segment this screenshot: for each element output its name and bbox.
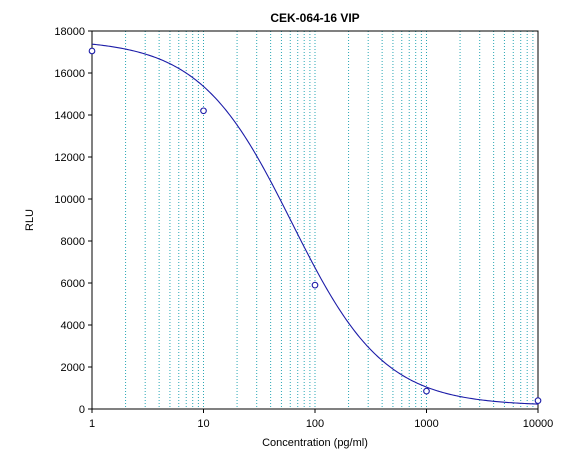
y-tick-label: 4000 [61,320,85,332]
data-point [200,107,207,115]
data-point [311,281,319,289]
y-tick-label: 6000 [61,278,85,290]
fit-curve [91,43,539,405]
x-tick-label: 1000 [414,418,438,430]
y-axis: 0 2000 4000 6000 8000 10000 12000 14000 16000 180… [54,26,92,416]
chart-title: CEK-064-16 VIP [270,11,359,25]
data-point [534,397,542,404]
x-axis: 1 10 100 1000 10000 [89,409,553,430]
x-tick-label: 100 [306,418,324,430]
y-tick-label: 14000 [54,110,85,122]
y-tick-label: 2000 [61,362,85,374]
y-tick-label: 8000 [61,236,85,248]
data-point [423,387,430,395]
y-tick-label: 18000 [54,26,85,38]
y-tick-label: 10000 [54,194,85,206]
y-tick-label: 0 [79,404,85,416]
x-axis-label: Concentration (pg/ml) [262,437,368,449]
data-points [88,47,542,404]
y-tick-label: 16000 [54,68,85,80]
x-tick-label: 10 [197,418,209,430]
x-tick-label: 1 [89,418,95,430]
x-tick-label: 10000 [523,418,554,430]
y-axis-label: RLU [24,209,36,231]
grid [125,31,534,409]
data-point [88,47,96,55]
y-tick-label: 12000 [54,152,85,164]
